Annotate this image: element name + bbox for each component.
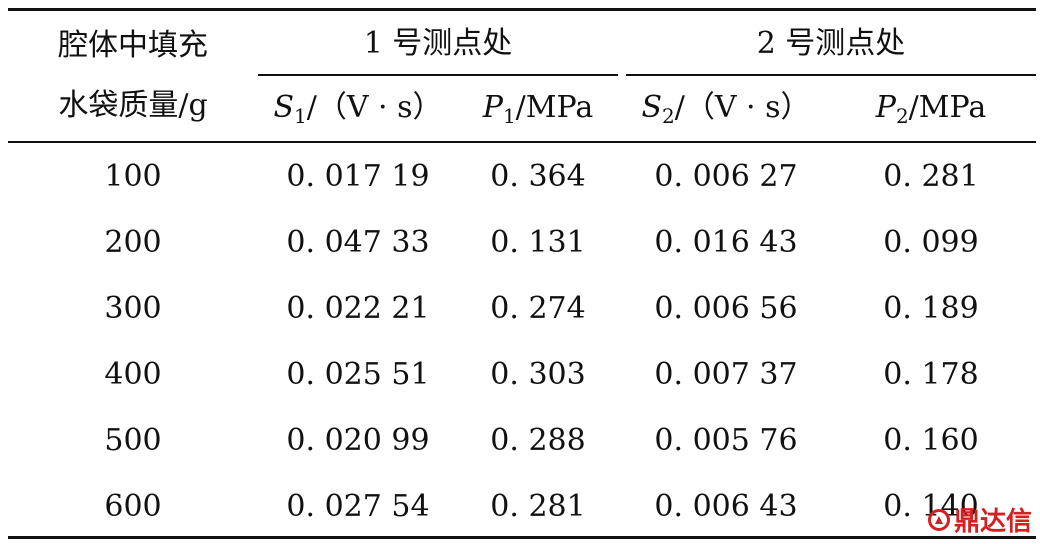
table-cell-s1: 0. 022 21 <box>286 291 430 326</box>
watermark-logo-icon <box>927 508 950 531</box>
p1-header: P 1/MPa <box>458 86 618 130</box>
s1-index: 1 <box>294 104 307 128</box>
table-cell-s2: 0. 005 76 <box>654 423 798 458</box>
s2-index: 2 <box>662 104 675 128</box>
table-cell-p1: 0. 303 <box>490 357 586 392</box>
table-cell-s2: 0. 006 43 <box>654 489 798 524</box>
table-cell-p2: 0. 160 <box>883 423 979 458</box>
table-cell-s2: 0. 007 37 <box>654 357 798 392</box>
table-cell-s2: 0. 016 43 <box>654 225 798 260</box>
table-cell-p2: 0. 189 <box>883 291 979 326</box>
s2-header: S 2/（V · s） <box>626 86 826 130</box>
table-cell-mass: 600 <box>104 489 162 524</box>
s1-header: S 1/（V · s） <box>258 86 458 130</box>
s1-var: S <box>273 90 295 125</box>
table-cell-mass: 100 <box>104 159 162 194</box>
group2-underline <box>626 74 1036 76</box>
table-cell-s2: 0. 006 56 <box>654 291 798 326</box>
table-cell-p1: 0. 274 <box>490 291 586 326</box>
watermark-text: 鼎达信 <box>953 507 1032 537</box>
group2-header: 2 号测点处 <box>756 26 906 61</box>
group1-header: 1 号测点处 <box>363 26 513 61</box>
watermark: 鼎达信 <box>927 501 1032 538</box>
p2-var: P <box>875 90 896 125</box>
s1-unit: /（V · s） <box>306 90 443 125</box>
table-cell-p1: 0. 281 <box>490 489 586 524</box>
table-cell-p2: 0. 178 <box>883 357 979 392</box>
group1-underline <box>258 74 618 76</box>
table-cell-p2: 0. 099 <box>883 225 979 260</box>
s2-var: S <box>641 90 663 125</box>
header-rule <box>8 141 1036 143</box>
p1-index: 1 <box>502 104 516 128</box>
table-cell-p2: 0. 281 <box>883 159 979 194</box>
p2-unit: /MPa <box>908 90 987 125</box>
bottom-rule <box>8 536 1036 539</box>
p1-unit: /MPa <box>515 90 594 125</box>
table-cell-s1: 0. 027 54 <box>286 489 430 524</box>
table-cell-s1: 0. 047 33 <box>286 225 430 260</box>
top-rule <box>8 8 1036 11</box>
table-cell-s2: 0. 006 27 <box>654 159 798 194</box>
table-cell-p1: 0. 131 <box>490 225 586 260</box>
table-cell-s1: 0. 020 99 <box>286 423 430 458</box>
p2-index: 2 <box>895 104 909 128</box>
table-cell-mass: 200 <box>104 225 162 260</box>
p2-header: P 2/MPa <box>826 86 1036 130</box>
table-cell-s1: 0. 017 19 <box>286 159 430 194</box>
table-cell-mass: 500 <box>104 423 162 458</box>
table-cell-s1: 0. 025 51 <box>286 357 430 392</box>
table-cell-mass: 400 <box>104 357 162 392</box>
row-label-header-line1: 腔体中填充 <box>58 28 208 63</box>
row-label-header-line2: 水袋质量/g <box>58 88 208 123</box>
table-cell-mass: 300 <box>104 291 162 326</box>
s2-unit: /（V · s） <box>674 90 811 125</box>
table-cell-p1: 0. 288 <box>490 423 586 458</box>
table-cell-p1: 0. 364 <box>490 159 586 194</box>
p1-var: P <box>482 90 503 125</box>
